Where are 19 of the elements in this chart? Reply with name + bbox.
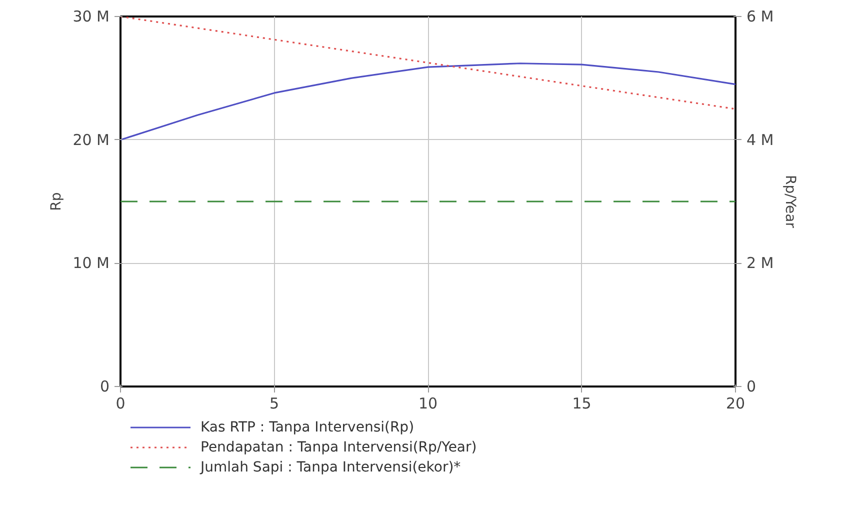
y2-tick-label: 6 M <box>746 8 774 26</box>
x-tick-label: 0 <box>116 394 126 412</box>
legend-label: Pendapatan : Tanpa Intervensi(Rp/Year) <box>200 440 477 456</box>
x-tick-label: 5 <box>269 394 280 412</box>
x-tick-label: 15 <box>572 394 592 412</box>
y-axis-title: Rp <box>48 192 65 211</box>
y-tick-label: 0 <box>100 378 110 396</box>
line-series <box>120 62 736 141</box>
y-tick-label: 20 M <box>72 130 110 149</box>
x-tick-label: 20 <box>726 394 746 412</box>
legend-label: Kas RTP : Tanpa Intervensi(Rp) <box>200 420 414 436</box>
y2-tick-label: 2 M <box>746 254 774 272</box>
y2-tick-label: 4 M <box>746 130 774 149</box>
y2-axis-title: Rp/Year <box>782 175 798 228</box>
y-tick-label: 10 M <box>72 254 110 272</box>
y2-tick-label: 0 <box>746 378 756 396</box>
x-tick-label: 10 <box>418 394 438 412</box>
legend-label: Jumlah Sapi : Tanpa Intervensi(ekor)* <box>200 460 461 476</box>
y-tick-label: 30 M <box>72 8 110 26</box>
